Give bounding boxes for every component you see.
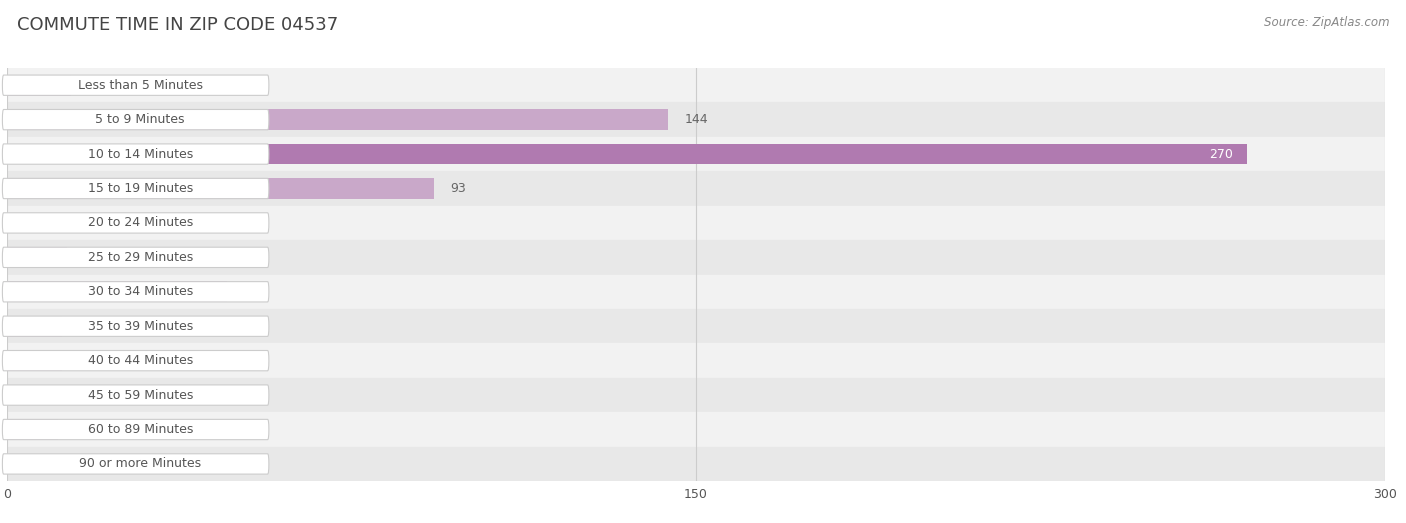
Bar [7, 75, 72, 96]
FancyBboxPatch shape [3, 247, 269, 268]
Bar [7, 172, 1385, 206]
FancyBboxPatch shape [3, 316, 269, 336]
Bar [7, 281, 228, 302]
Bar [7, 350, 62, 371]
Text: 38: 38 [198, 389, 214, 402]
Bar [7, 412, 1385, 447]
FancyBboxPatch shape [3, 350, 269, 371]
FancyBboxPatch shape [3, 75, 269, 95]
Text: 144: 144 [685, 113, 709, 126]
Text: 5 to 9 Minutes: 5 to 9 Minutes [96, 113, 186, 126]
Text: 20 to 24 Minutes: 20 to 24 Minutes [87, 217, 193, 230]
Bar [7, 453, 72, 474]
Bar [7, 178, 434, 199]
Bar [7, 213, 167, 233]
FancyBboxPatch shape [3, 178, 269, 199]
Bar [7, 447, 1385, 481]
Text: 270: 270 [1209, 147, 1233, 161]
Text: 0: 0 [79, 354, 86, 367]
Bar [7, 137, 1385, 172]
Text: 13: 13 [83, 251, 98, 264]
Text: 45 to 59 Minutes: 45 to 59 Minutes [87, 389, 193, 402]
FancyBboxPatch shape [3, 281, 269, 302]
Text: 14: 14 [87, 458, 103, 471]
Bar [7, 103, 1385, 137]
Text: 15 to 19 Minutes: 15 to 19 Minutes [87, 182, 193, 195]
Bar [7, 275, 1385, 309]
Text: 30 to 34 Minutes: 30 to 34 Minutes [87, 285, 193, 298]
Bar [7, 378, 1385, 412]
Text: 11: 11 [73, 423, 90, 436]
FancyBboxPatch shape [3, 454, 269, 474]
Bar [7, 385, 181, 405]
Text: Less than 5 Minutes: Less than 5 Minutes [77, 78, 202, 92]
Text: 35: 35 [184, 217, 200, 230]
Text: 10 to 14 Minutes: 10 to 14 Minutes [87, 147, 193, 161]
Text: Source: ZipAtlas.com: Source: ZipAtlas.com [1264, 16, 1389, 29]
FancyBboxPatch shape [3, 385, 269, 405]
Text: COMMUTE TIME IN ZIP CODE 04537: COMMUTE TIME IN ZIP CODE 04537 [17, 16, 337, 33]
Text: 0: 0 [79, 320, 86, 333]
FancyBboxPatch shape [3, 419, 269, 440]
FancyBboxPatch shape [3, 144, 269, 164]
Text: 60 to 89 Minutes: 60 to 89 Minutes [87, 423, 193, 436]
Bar [7, 247, 66, 268]
Bar [7, 68, 1385, 103]
Text: 14: 14 [87, 78, 103, 92]
Bar [7, 316, 62, 337]
Bar [7, 419, 58, 440]
Text: 90 or more Minutes: 90 or more Minutes [79, 458, 201, 471]
Text: 48: 48 [243, 285, 260, 298]
Text: 35 to 39 Minutes: 35 to 39 Minutes [87, 320, 193, 333]
Text: 40 to 44 Minutes: 40 to 44 Minutes [87, 354, 193, 367]
Bar [7, 144, 1247, 164]
FancyBboxPatch shape [3, 213, 269, 233]
Bar [7, 240, 1385, 275]
FancyBboxPatch shape [3, 109, 269, 130]
Text: 93: 93 [450, 182, 465, 195]
Bar [7, 206, 1385, 240]
Bar [7, 344, 1385, 378]
Text: 25 to 29 Minutes: 25 to 29 Minutes [87, 251, 193, 264]
Bar [7, 109, 668, 130]
Bar [7, 309, 1385, 344]
